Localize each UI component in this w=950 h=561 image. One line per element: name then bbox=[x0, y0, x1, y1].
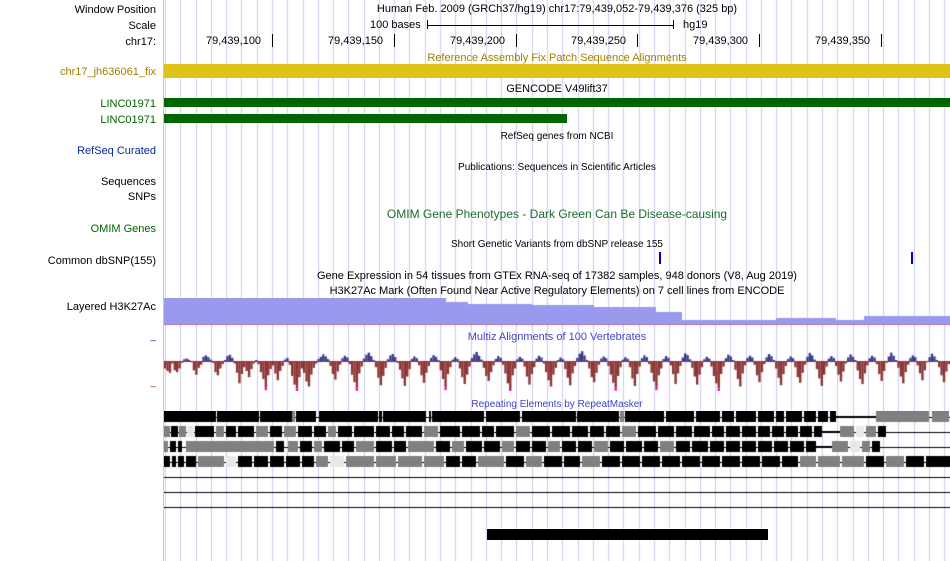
feature-linc01971-2[interactable] bbox=[164, 114, 567, 123]
window-left-border bbox=[163, 0, 164, 561]
title-publications: Publications: Sequences in Scientific Ar… bbox=[458, 162, 656, 173]
ruler-tick-label: 79,439,200 bbox=[450, 35, 506, 47]
ruler-tick-label: 79,439,300 bbox=[693, 35, 749, 47]
title-dbsnp: Short Genetic Variants from dbSNP releas… bbox=[451, 239, 663, 250]
label-fix-patch[interactable]: chr17_jh636061_fix bbox=[59, 66, 156, 78]
label-linc01971-2[interactable]: LINC01971 bbox=[100, 114, 156, 126]
title-multiz: Repeating Elements by RepeatMasker bbox=[471, 399, 643, 410]
ruler-tick-label: 79,439,150 bbox=[328, 35, 384, 47]
ruler-tick-mark bbox=[394, 34, 395, 47]
title-gtex: Gene Expression in 54 tissues from GTEx … bbox=[317, 270, 797, 282]
snp-variant-tick-2[interactable] bbox=[911, 252, 913, 264]
feature-repeat-element[interactable] bbox=[487, 529, 768, 540]
feature-fix-patch[interactable] bbox=[164, 64, 950, 78]
title-fix-patch: Reference Assembly Fix Patch Sequence Al… bbox=[427, 52, 687, 64]
phylop-axis-max: _ bbox=[150, 331, 156, 342]
track-data-area[interactable]: Human Feb. 2009 (GRCh37/hg19) chr17:79,4… bbox=[164, 0, 950, 561]
assembly-label: hg19 bbox=[683, 19, 708, 31]
phylop-axis-min: _ bbox=[150, 377, 156, 388]
title-omim: OMIM Gene Phenotypes - Dark Green Can Be… bbox=[386, 207, 728, 221]
ruler-tick-mark bbox=[759, 34, 760, 47]
ruler-tick-label: 79,439,350 bbox=[815, 35, 871, 47]
label-refseq-curated[interactable]: RefSeq Curated bbox=[77, 145, 156, 157]
scale-bar-line bbox=[427, 25, 674, 26]
label-layered-h3k27ac[interactable]: Layered H3K27Ac bbox=[66, 301, 156, 313]
label-chrom: chr17: bbox=[125, 36, 156, 48]
title-gencode: GENCODE V49lift37 bbox=[506, 83, 608, 95]
title-refseq: RefSeq genes from NCBI bbox=[500, 131, 614, 142]
label-snps[interactable]: SNPs bbox=[127, 191, 156, 203]
ruler-tick-mark bbox=[516, 34, 517, 47]
label-window-position: Window Position bbox=[74, 4, 156, 16]
ruler-tick-mark bbox=[881, 34, 882, 47]
scale-bar-cap-right bbox=[673, 20, 674, 29]
phylop-conservation-chart[interactable] bbox=[164, 344, 950, 391]
ruler-tick-mark bbox=[272, 34, 273, 47]
feature-linc01971-1[interactable] bbox=[164, 98, 950, 107]
label-sequences[interactable]: Sequences bbox=[100, 176, 156, 188]
scale-bar-cap-left bbox=[427, 20, 428, 29]
label-omim-genes[interactable]: OMIM Genes bbox=[90, 223, 156, 235]
scale-bases-label: 100 bases bbox=[370, 19, 421, 31]
title-h3k27ac: H3K27Ac Mark (Often Found Near Active Re… bbox=[329, 285, 785, 297]
label-common-dbsnp[interactable]: Common dbSNP(155) bbox=[47, 255, 156, 267]
snp-variant-tick-1[interactable] bbox=[659, 252, 661, 264]
label-scale: Scale bbox=[128, 20, 156, 32]
ruler-tick-label: 79,439,250 bbox=[571, 35, 627, 47]
multiz-alignment-chart[interactable] bbox=[164, 411, 950, 516]
label-linc01971-1[interactable]: LINC01971 bbox=[100, 98, 156, 110]
ruler-tick-label: 79,439,100 bbox=[206, 35, 262, 47]
position-title: Human Feb. 2009 (GRCh37/hg19) chr17:79,4… bbox=[376, 3, 738, 15]
h3k27ac-signal-chart[interactable] bbox=[164, 298, 950, 330]
title-phylop: Multiz Alignments of 100 Vertebrates bbox=[467, 331, 647, 343]
ruler-tick-mark bbox=[637, 34, 638, 47]
